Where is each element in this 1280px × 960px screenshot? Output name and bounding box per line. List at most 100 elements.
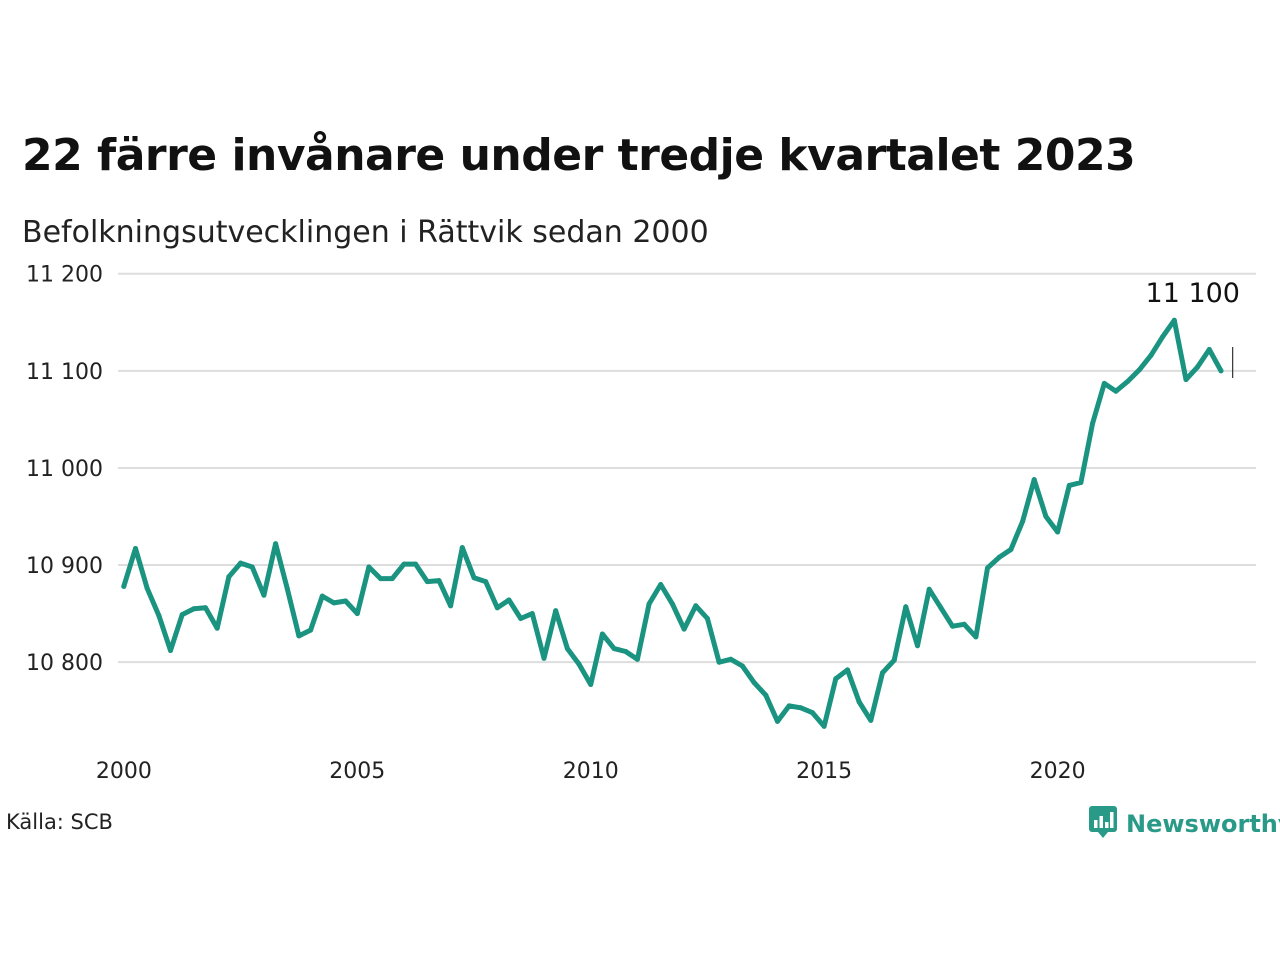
- data-point: [751, 680, 757, 686]
- data-point: [541, 655, 547, 661]
- data-point: [1055, 529, 1061, 535]
- data-point: [273, 541, 279, 547]
- data-point: [518, 616, 524, 621]
- data-point: [1136, 367, 1142, 373]
- data-point: [494, 605, 500, 611]
- data-point: [903, 604, 909, 610]
- data-point: [308, 627, 314, 633]
- data-point: [1218, 368, 1224, 374]
- source-note: Källa: SCB: [6, 810, 113, 834]
- x-tick-label: 2015: [796, 759, 852, 784]
- data-point: [389, 576, 395, 582]
- data-point: [996, 554, 1002, 560]
- data-point: [599, 631, 605, 637]
- data-point: [1020, 518, 1026, 524]
- data-point: [261, 592, 267, 598]
- data-point: [763, 692, 769, 698]
- data-point: [926, 586, 932, 592]
- data-point: [1031, 477, 1037, 483]
- data-point: [1195, 364, 1201, 370]
- data-point: [1008, 547, 1014, 552]
- data-point: [658, 582, 664, 587]
- data-point: [553, 608, 559, 614]
- data-point: [471, 575, 477, 581]
- data-point: [856, 699, 862, 705]
- data-point: [459, 545, 465, 551]
- data-point: [915, 643, 920, 649]
- data-point: [775, 718, 780, 724]
- data-point: [669, 601, 675, 607]
- data-point: [576, 661, 582, 667]
- data-point: [191, 606, 197, 612]
- data-point: [156, 613, 162, 619]
- x-tick-label: 2010: [563, 759, 619, 784]
- data-point: [728, 656, 734, 662]
- data-point: [483, 579, 489, 585]
- data-point: [249, 564, 255, 570]
- data-point: [319, 593, 325, 599]
- annotation-label: 11 100: [1146, 278, 1240, 309]
- data-point: [868, 717, 874, 723]
- data-point: [1043, 514, 1049, 519]
- y-tick-label: 10 900: [26, 554, 103, 579]
- data-point: [121, 583, 127, 589]
- data-point: [1160, 334, 1166, 340]
- newsworthy-logo: Newsworthy: [1088, 805, 1280, 843]
- data-point: [564, 646, 570, 652]
- data-point: [693, 603, 699, 609]
- data-point: [623, 649, 629, 654]
- data-point: [214, 625, 220, 631]
- data-point: [1090, 420, 1096, 426]
- data-point: [938, 605, 944, 611]
- chart-title: 22 färre invånare under tredje kvartalet…: [22, 130, 1136, 181]
- series-line: [121, 317, 1224, 729]
- y-tick-label: 10 800: [26, 651, 103, 676]
- brand-name: Newsworthy: [1126, 810, 1280, 838]
- data-point: [343, 598, 349, 604]
- data-point: [1148, 352, 1154, 358]
- data-point: [1078, 480, 1084, 485]
- data-point: [798, 705, 804, 711]
- data-point: [821, 723, 827, 729]
- data-point: [739, 663, 745, 669]
- data-point: [436, 578, 442, 584]
- data-point: [1171, 317, 1177, 323]
- x-axis-tick-labels: 2000 2005 2010 2015 2020: [96, 759, 1086, 784]
- data-point: [366, 564, 372, 570]
- data-point: [331, 600, 337, 606]
- data-point: [634, 656, 640, 662]
- data-point: [133, 546, 138, 551]
- data-point: [401, 561, 407, 567]
- data-point: [1113, 388, 1119, 394]
- data-point: [506, 597, 512, 603]
- y-tick-label: 11 100: [26, 360, 103, 385]
- chart-subtitle: Befolkningsutvecklingen i Rättvik sedan …: [22, 215, 709, 250]
- data-point: [424, 579, 430, 585]
- data-point: [716, 659, 722, 665]
- data-point: [203, 605, 208, 611]
- y-tick-label: 11 200: [26, 263, 103, 288]
- data-point: [284, 585, 290, 591]
- data-point: [833, 676, 839, 682]
- data-point: [985, 565, 990, 571]
- data-point: [529, 611, 535, 617]
- data-point: [646, 601, 652, 607]
- data-point: [1066, 482, 1072, 488]
- x-tick-label: 2000: [96, 759, 152, 784]
- data-point: [845, 667, 850, 673]
- data-point: [413, 561, 419, 567]
- annotation-layer: 11 100: [1146, 278, 1240, 378]
- data-point: [296, 633, 302, 639]
- data-point: [588, 682, 594, 687]
- data-point: [378, 576, 384, 582]
- data-point: [611, 646, 617, 652]
- data-point: [226, 574, 232, 580]
- series-layer: [121, 317, 1224, 729]
- y-tick-label: 11 000: [26, 457, 103, 482]
- data-point: [681, 626, 687, 632]
- data-point: [168, 648, 173, 653]
- data-point: [880, 670, 885, 676]
- bar-chart-speech-icon: [1088, 805, 1118, 843]
- data-point: [1183, 377, 1189, 383]
